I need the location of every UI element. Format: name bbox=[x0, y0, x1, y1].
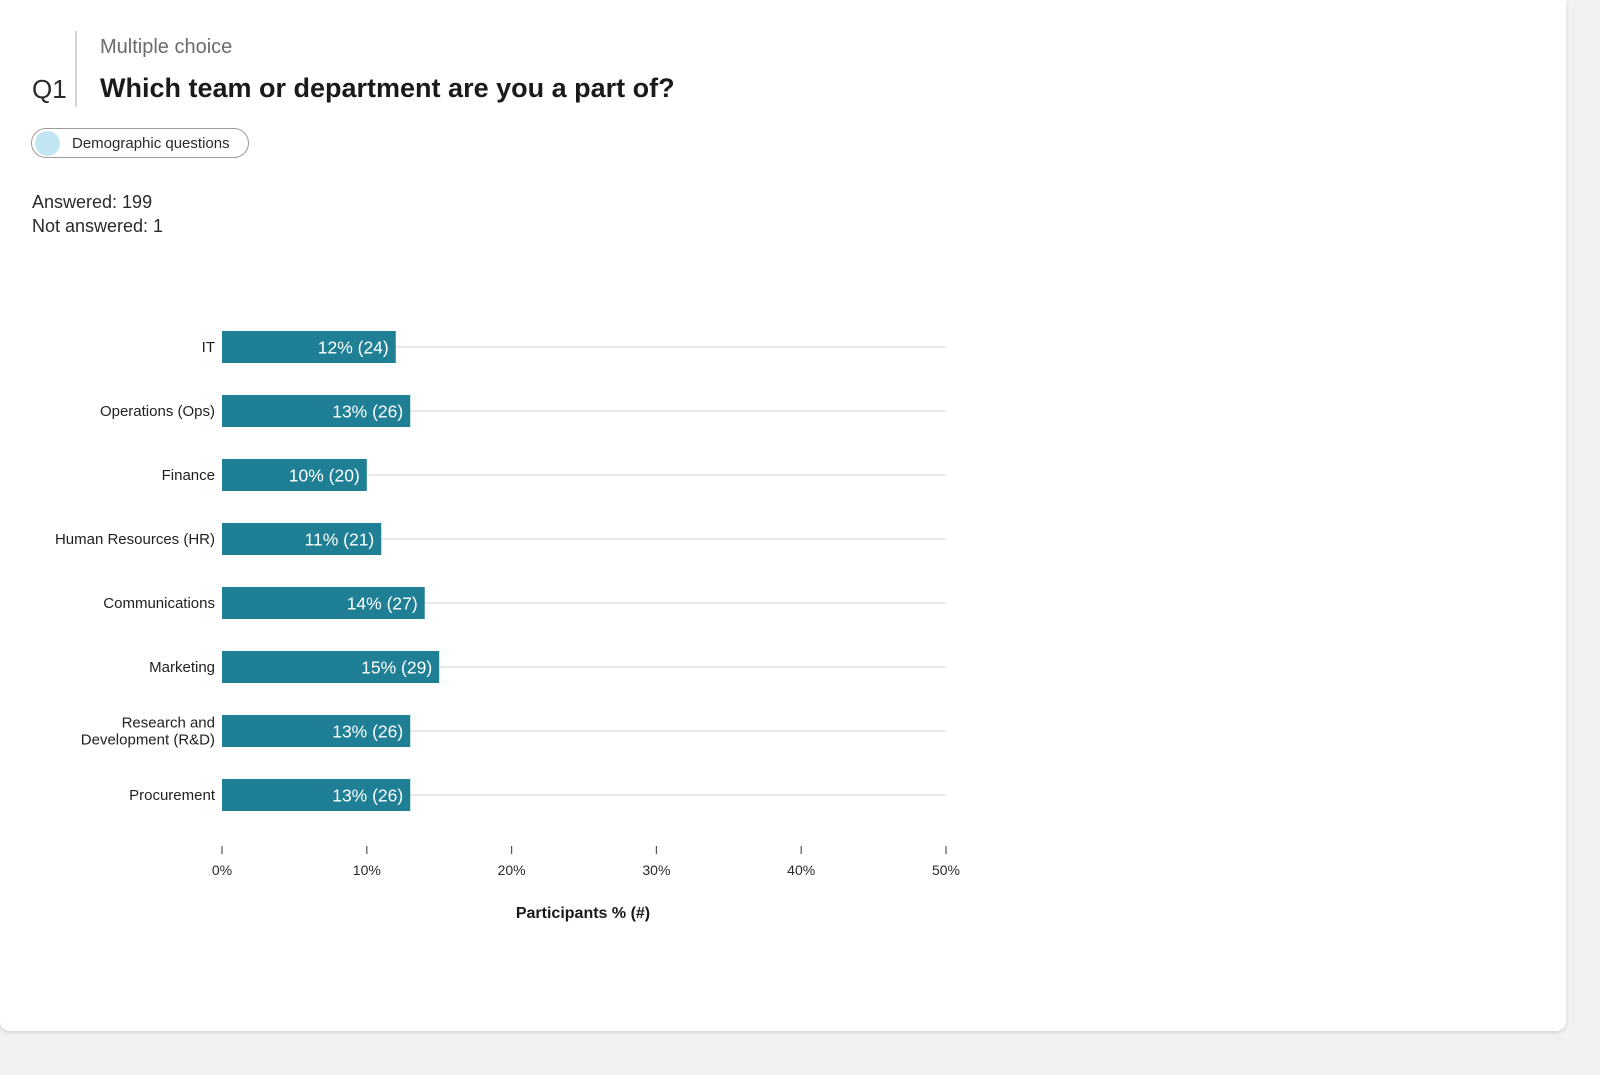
question-divider bbox=[75, 31, 77, 107]
category-label: Communications bbox=[103, 595, 215, 612]
answered-count: Answered: 199 bbox=[32, 192, 153, 212]
tag-color-dot bbox=[35, 131, 60, 156]
bar-data-label: 13% (26) bbox=[332, 722, 403, 742]
question-title: Which team or department are you a part … bbox=[100, 73, 675, 103]
bar bbox=[222, 459, 367, 491]
category-label: Development (R&D) bbox=[81, 732, 215, 749]
x-tick-label: 20% bbox=[498, 862, 526, 878]
bar-data-label: 13% (26) bbox=[332, 786, 403, 806]
question-category-tag[interactable]: Demographic questions bbox=[31, 128, 249, 158]
bar-data-label: 13% (26) bbox=[332, 402, 403, 422]
x-tick-label: 50% bbox=[932, 862, 960, 878]
x-tick-label: 10% bbox=[353, 862, 381, 878]
category-label: Research and bbox=[122, 715, 215, 732]
x-tick-label: 0% bbox=[212, 862, 232, 878]
bar bbox=[222, 523, 382, 555]
bar bbox=[222, 587, 425, 619]
tag-label: Demographic questions bbox=[72, 135, 230, 152]
category-label: IT bbox=[202, 339, 215, 356]
bar-data-label: 15% (29) bbox=[361, 658, 432, 678]
x-tick-label: 40% bbox=[787, 862, 815, 878]
bar-data-label: 14% (27) bbox=[347, 594, 418, 614]
bar bbox=[222, 331, 396, 363]
bar-data-label: 10% (20) bbox=[289, 466, 360, 486]
bar-data-label: 11% (21) bbox=[305, 530, 375, 550]
bar bbox=[222, 779, 411, 811]
category-label: Human Resources (HR) bbox=[55, 531, 215, 548]
question-card: Q1 Multiple choice Which team or departm… bbox=[0, 0, 1566, 1031]
bar bbox=[222, 651, 440, 683]
not-answered-count: Not answered: 1 bbox=[32, 216, 164, 236]
bar bbox=[222, 715, 411, 747]
category-label: Finance bbox=[162, 467, 215, 484]
category-label: Marketing bbox=[149, 659, 215, 676]
question-number: Q1 bbox=[32, 74, 67, 104]
bar bbox=[222, 395, 411, 427]
category-label: Procurement bbox=[129, 787, 216, 804]
category-label: Operations (Ops) bbox=[100, 403, 215, 420]
bar-chart: 12% (24) IT 13% (26) Operations (Ops) 10% (2… bbox=[55, 331, 960, 922]
x-axis-title: Participants % (#) bbox=[516, 905, 650, 922]
bar-data-label: 12% (24) bbox=[318, 338, 389, 358]
question-type: Multiple choice bbox=[100, 36, 233, 58]
x-tick-label: 30% bbox=[642, 862, 670, 878]
